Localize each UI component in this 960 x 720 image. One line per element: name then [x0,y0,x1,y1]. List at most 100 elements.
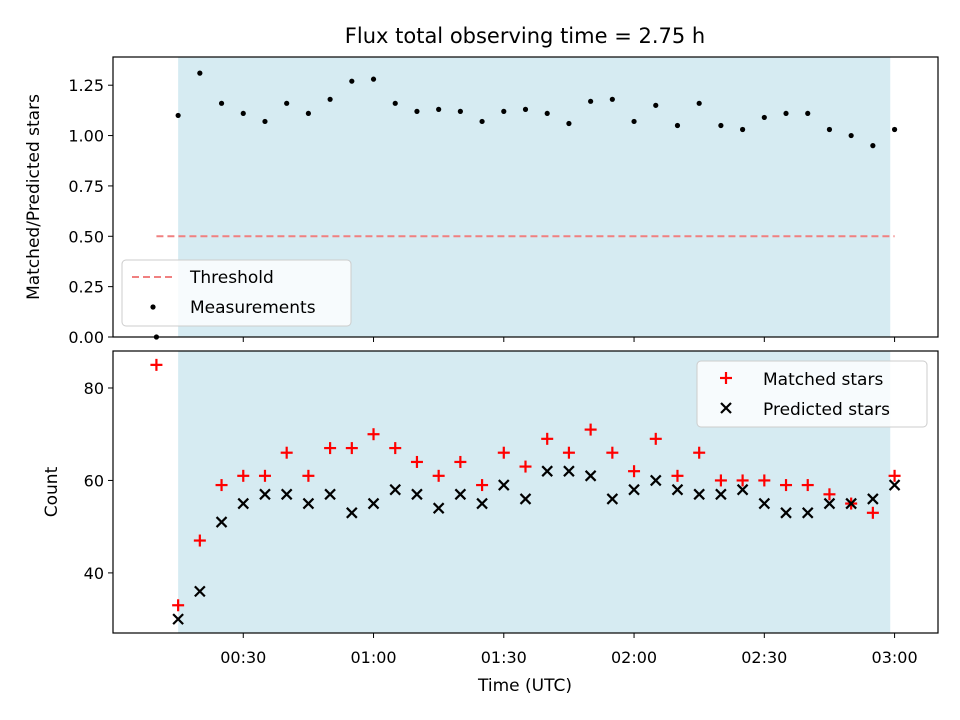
measurement-point [501,108,507,114]
measurement-point [805,110,811,117]
measurement-point [240,110,246,117]
matched-legend-swatch [720,372,732,384]
count-x-tick-label: 01:30 [481,648,527,667]
measurement-point [175,112,181,119]
predicted-star-point [888,479,901,491]
matched-star-point [454,455,467,468]
matched-star-point [345,442,358,455]
predicted-star-point [736,483,749,496]
measurements-legend-label: Measurements [190,298,316,318]
measurement-point [349,78,355,84]
matched-star-point [736,474,749,487]
predicted-star-point [519,493,532,505]
predicted-star-point [302,497,315,510]
chart-title: Flux total observing time = 2.75 h [345,24,705,48]
measurement-point [783,110,789,117]
predicted-star-point [693,488,705,501]
ratio-legend: Threshold Measurements [121,259,352,327]
predicted-star-point [280,488,293,501]
predicted-star-point [780,507,792,519]
matched-star-point [519,460,532,473]
matched-star-point [280,446,293,459]
count-legend: Matched stars Predicted stars [696,360,928,428]
predicted-star-point [215,516,228,528]
ratio-y-tick-label: 0.25 [68,278,104,297]
matched-star-point [541,432,554,445]
matched-star-point [324,442,337,455]
count-x-tick-label: 02:30 [741,648,787,667]
measurements-legend-swatch [150,304,156,310]
matched-star-point [150,358,163,371]
matched-star-point [780,479,793,492]
x-axis-label: Time (UTC) [477,676,572,696]
predicted-star-point [259,488,271,501]
matched-star-point [671,469,684,482]
matched-star-point [432,469,445,482]
count-x-tick-label: 03:00 [872,648,918,667]
predicted-star-point [346,507,358,519]
matched-star-point [628,465,641,478]
matched-star-point [758,474,771,487]
measurement-point [848,132,854,139]
matched-star-point [866,506,879,519]
predicted-star-point [476,497,488,510]
matched-star-point [823,488,836,501]
matched-star-point [237,469,250,482]
matched-star-point [497,446,510,459]
measurement-point [870,143,876,149]
matched-star-point [714,474,727,487]
predicted-star-point [432,502,445,514]
matched-star-point [215,479,228,492]
predicted-star-point [715,488,727,501]
predicted-legend-label: Predicted stars [763,400,890,420]
measurement-point [392,100,398,106]
predicted-star-point [867,493,879,505]
predicted-star-point [324,488,336,501]
predicted-star-point [498,479,510,491]
predicted-star-point [367,497,380,510]
predicted-star-point [845,497,857,510]
measurement-point [674,122,681,129]
predicted-star-point [584,470,597,482]
predicted-star-point [801,507,814,519]
measurement-point [544,110,550,117]
count-x-tick-label: 02:00 [611,648,657,667]
count-x-tick-label: 01:00 [350,648,396,667]
measurement-point [696,100,702,106]
predicted-star-point [541,465,553,477]
measurement-point [197,70,203,76]
ratio-panel: 0.00 0.25 0.50 0.75 1.00 1.25 Matched/Predict… [24,56,939,347]
matched-star-point [258,469,271,482]
matched-star-point [193,534,206,547]
measurement-point [284,100,290,106]
measurement-point [479,118,485,125]
ratio-y-tick-label: 0.00 [68,328,104,347]
predicted-star-point [389,483,402,496]
matched-star-point [606,446,619,459]
matched-star-point [302,469,315,482]
predicted-star-point [606,493,619,505]
matched-star-point [888,469,901,482]
matched-star-point [476,479,489,492]
measurement-point [631,118,637,125]
measurement-point [740,126,746,133]
measurement-point [218,100,225,106]
measurement-point [588,98,594,104]
ratio-y-axis-label: Matched/Predicted stars [24,94,44,300]
predicted-star-point [411,488,423,501]
predicted-star-point [823,497,836,510]
predicted-star-point [194,585,206,598]
ratio-y-tick-label: 0.75 [68,177,104,196]
predicted-star-point [628,483,640,496]
matched-star-point [584,423,597,436]
count-y-tick-label: 80 [84,379,104,398]
predicted-star-point [563,465,575,477]
measurement-point [262,118,268,125]
matched-star-point [801,479,814,492]
predicted-star-point [671,483,684,496]
ratio-y-tick-label: 0.50 [68,227,104,246]
ratio-legend-box [121,259,352,327]
count-panel-frame [112,350,939,634]
count-panel: 40 60 80 00:30 01:00 01:30 02:00 02:30 03:00 Cou… [42,350,939,696]
